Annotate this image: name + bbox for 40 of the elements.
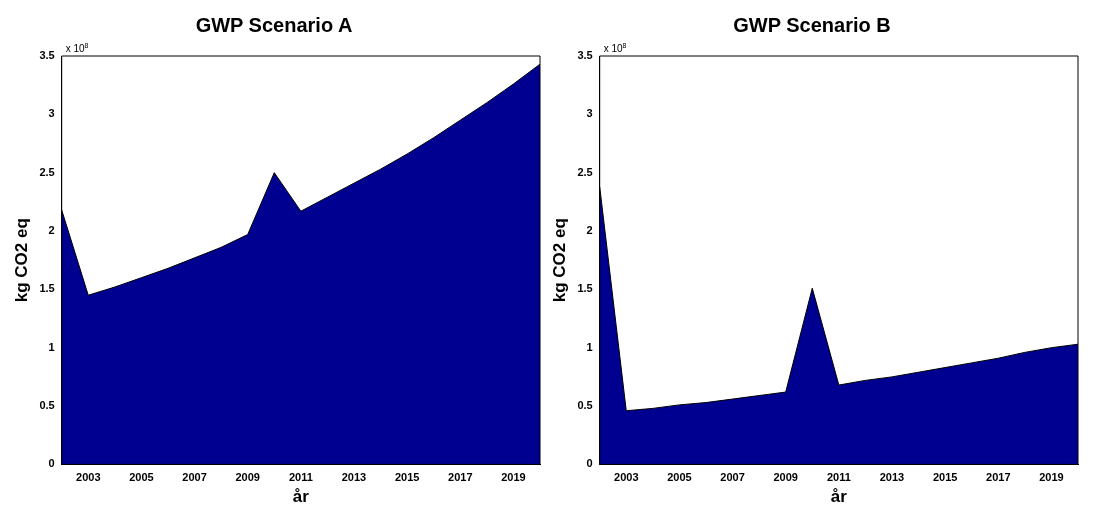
y-tick-label: 1.5 <box>577 282 593 295</box>
chart-title: GWP Scenario B <box>733 13 891 36</box>
y-tick-label: 0.5 <box>577 399 593 412</box>
x-tick-label: 2019 <box>1039 471 1064 484</box>
chart-title: GWP Scenario A <box>195 13 353 36</box>
x-tick-label: 2017 <box>448 471 473 484</box>
x-tick-label: 2011 <box>826 471 851 484</box>
x-tick-label: 2015 <box>394 471 420 484</box>
y-tick-label: 3.5 <box>577 49 593 62</box>
x-tick-label: 2013 <box>879 471 905 484</box>
y-axis-title: kg CO2 eq <box>549 218 569 303</box>
x-tick-label: 2003 <box>76 471 101 484</box>
y-tick-label: 2 <box>48 224 55 237</box>
y-tick-label: 1.5 <box>39 282 55 295</box>
y-tick-label: 2 <box>586 224 593 237</box>
x-axis-title: år <box>830 487 848 507</box>
y-tick-label: 0.5 <box>39 399 55 412</box>
x-tick-label: 2007 <box>720 471 745 484</box>
x-tick-label: 2013 <box>341 471 367 484</box>
x-tick-label: 2017 <box>986 471 1011 484</box>
x-tick-label: 2009 <box>773 471 798 484</box>
x-tick-label: 2007 <box>182 471 207 484</box>
y-axis-title: kg CO2 eq <box>11 218 31 303</box>
y-tick-label: 2.5 <box>577 165 593 178</box>
y-tick-label: 3 <box>48 107 55 120</box>
x-tick-label: 2005 <box>129 471 154 484</box>
x-tick-label: 2003 <box>614 471 639 484</box>
y-tick-label: 0 <box>48 457 55 470</box>
y-tick-label: 1 <box>48 340 55 353</box>
y-tick-label: 3.5 <box>39 49 55 62</box>
x-tick-label: 2019 <box>501 471 526 484</box>
x-tick-label: 2011 <box>288 471 313 484</box>
y-tick-label: 3 <box>586 107 593 120</box>
x-tick-label: 2009 <box>235 471 260 484</box>
y-tick-label: 0 <box>586 457 593 470</box>
x-tick-label: 2015 <box>932 471 958 484</box>
y-tick-label: 2.5 <box>39 165 55 178</box>
x-tick-label: 2005 <box>667 471 692 484</box>
y-tick-label: 1 <box>586 340 593 353</box>
x-axis-title: år <box>292 487 310 507</box>
